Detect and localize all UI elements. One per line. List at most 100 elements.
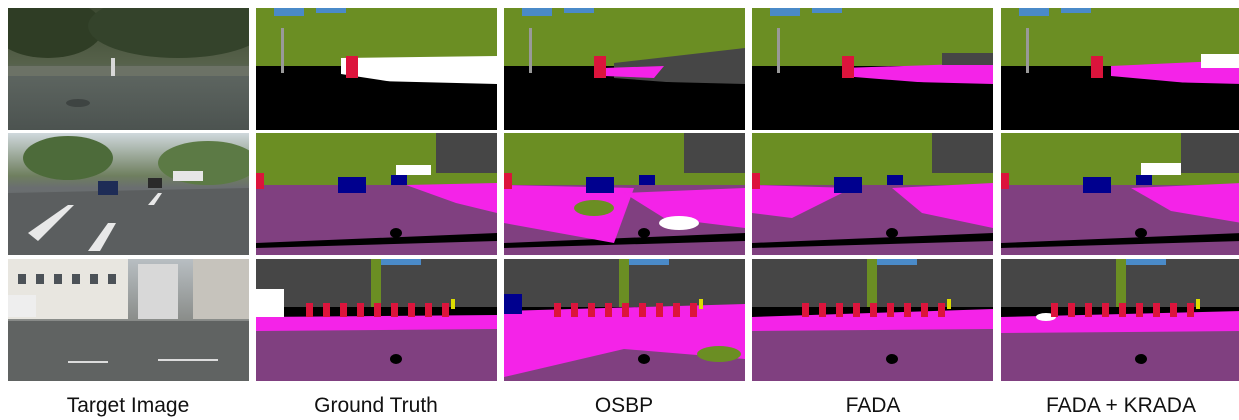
building	[138, 264, 178, 319]
pole-region	[777, 28, 780, 73]
wall	[8, 66, 249, 76]
person-region	[690, 303, 697, 317]
target-photo-row3-target-image	[8, 259, 249, 381]
segmentation-map-row3-osbp	[504, 259, 745, 381]
sky-region	[629, 259, 669, 265]
person-region	[306, 303, 313, 317]
segmentation-map-row1-fada	[752, 8, 993, 130]
person-region	[346, 56, 358, 78]
person-region	[1187, 303, 1194, 317]
window	[108, 274, 116, 284]
person-region	[656, 303, 663, 317]
road-surface	[8, 321, 249, 381]
sidewalk-region	[256, 315, 497, 331]
caption-target-image: Target Image	[4, 394, 252, 418]
segmentation-map-row2-ground-truth	[256, 133, 497, 255]
vegetation-region	[371, 259, 381, 307]
person-region	[639, 303, 646, 317]
segmentation-map-row3-fada-krada	[1001, 259, 1239, 381]
vegetation-region	[1116, 259, 1126, 307]
person-region	[605, 303, 612, 317]
building-region	[932, 133, 993, 173]
ego-vehicle-mark	[638, 228, 650, 238]
sign-region	[451, 299, 455, 309]
person	[111, 58, 115, 76]
sky-region	[316, 8, 346, 13]
pole-region	[281, 28, 284, 73]
sign-region	[699, 299, 703, 309]
segmentation-map-row1-fada-krada	[1001, 8, 1239, 130]
segmentation-map-row1-osbp	[504, 8, 745, 130]
pole-region	[529, 28, 532, 73]
person-region	[425, 303, 432, 317]
car-region	[586, 177, 614, 193]
person-region	[870, 303, 877, 317]
white-region	[659, 216, 699, 230]
person-region	[357, 303, 364, 317]
person-region	[391, 303, 398, 317]
car-region	[834, 177, 862, 193]
sky-region	[812, 8, 842, 13]
building-region	[436, 133, 497, 173]
caption-osbp: OSBP	[500, 394, 748, 418]
sky-region	[770, 8, 800, 16]
sky-region	[274, 8, 304, 16]
person-region	[256, 173, 264, 189]
person-region	[374, 303, 381, 317]
ego-vehicle-mark	[390, 228, 402, 238]
person-region	[887, 303, 894, 317]
sky-region	[381, 259, 421, 265]
sky-region	[1019, 8, 1049, 16]
unlabeled-region	[256, 78, 497, 130]
segmentation-map-row3-fada	[752, 259, 993, 381]
truck	[173, 171, 203, 181]
person-region	[1102, 303, 1109, 317]
person-region	[1119, 303, 1126, 317]
segmentation-map-row2-osbp	[504, 133, 745, 255]
car-region	[887, 175, 903, 185]
caption-fada: FADA	[749, 394, 997, 418]
ego-vehicle-mark	[390, 354, 402, 364]
sky-region	[522, 8, 552, 16]
window	[54, 274, 62, 284]
car-region	[1083, 177, 1111, 193]
person-region	[571, 303, 578, 317]
person-region	[842, 56, 854, 78]
sky-region	[564, 8, 594, 13]
caption-fada-krada: FADA + KRADA	[997, 394, 1239, 418]
person-region	[442, 303, 449, 317]
person-region	[1001, 173, 1009, 189]
person-region	[752, 173, 760, 189]
building-region	[1181, 133, 1239, 173]
building-region	[942, 53, 993, 65]
target-photo-row1-target-image	[8, 8, 249, 130]
vegetation-region	[574, 200, 614, 216]
person-region	[504, 173, 512, 189]
unlabeled-region	[1001, 78, 1239, 130]
person-region	[673, 303, 680, 317]
car-region	[391, 175, 407, 185]
window	[18, 274, 26, 284]
car-region	[639, 175, 655, 185]
person-region	[1153, 303, 1160, 317]
lane-marking	[68, 361, 108, 363]
ego-vehicle-mark	[886, 354, 898, 364]
lane-marking	[158, 359, 218, 361]
person-region	[594, 56, 606, 78]
unlabeled-region	[752, 78, 993, 130]
window	[36, 274, 44, 284]
ego-vehicle-mark	[886, 228, 898, 238]
road-surface	[8, 188, 249, 255]
segmentation-map-row2-fada-krada	[1001, 133, 1239, 255]
ego-vehicle-mark	[1135, 228, 1147, 238]
vegetation-region	[619, 259, 629, 307]
vegetation-region	[697, 346, 741, 362]
person-region	[554, 303, 561, 317]
ego-vehicle-mark	[1135, 354, 1147, 364]
car-region	[504, 294, 522, 314]
segmentation-map-row1-ground-truth	[256, 8, 497, 130]
car-region	[1136, 175, 1152, 185]
window	[90, 274, 98, 284]
person-region	[340, 303, 347, 317]
